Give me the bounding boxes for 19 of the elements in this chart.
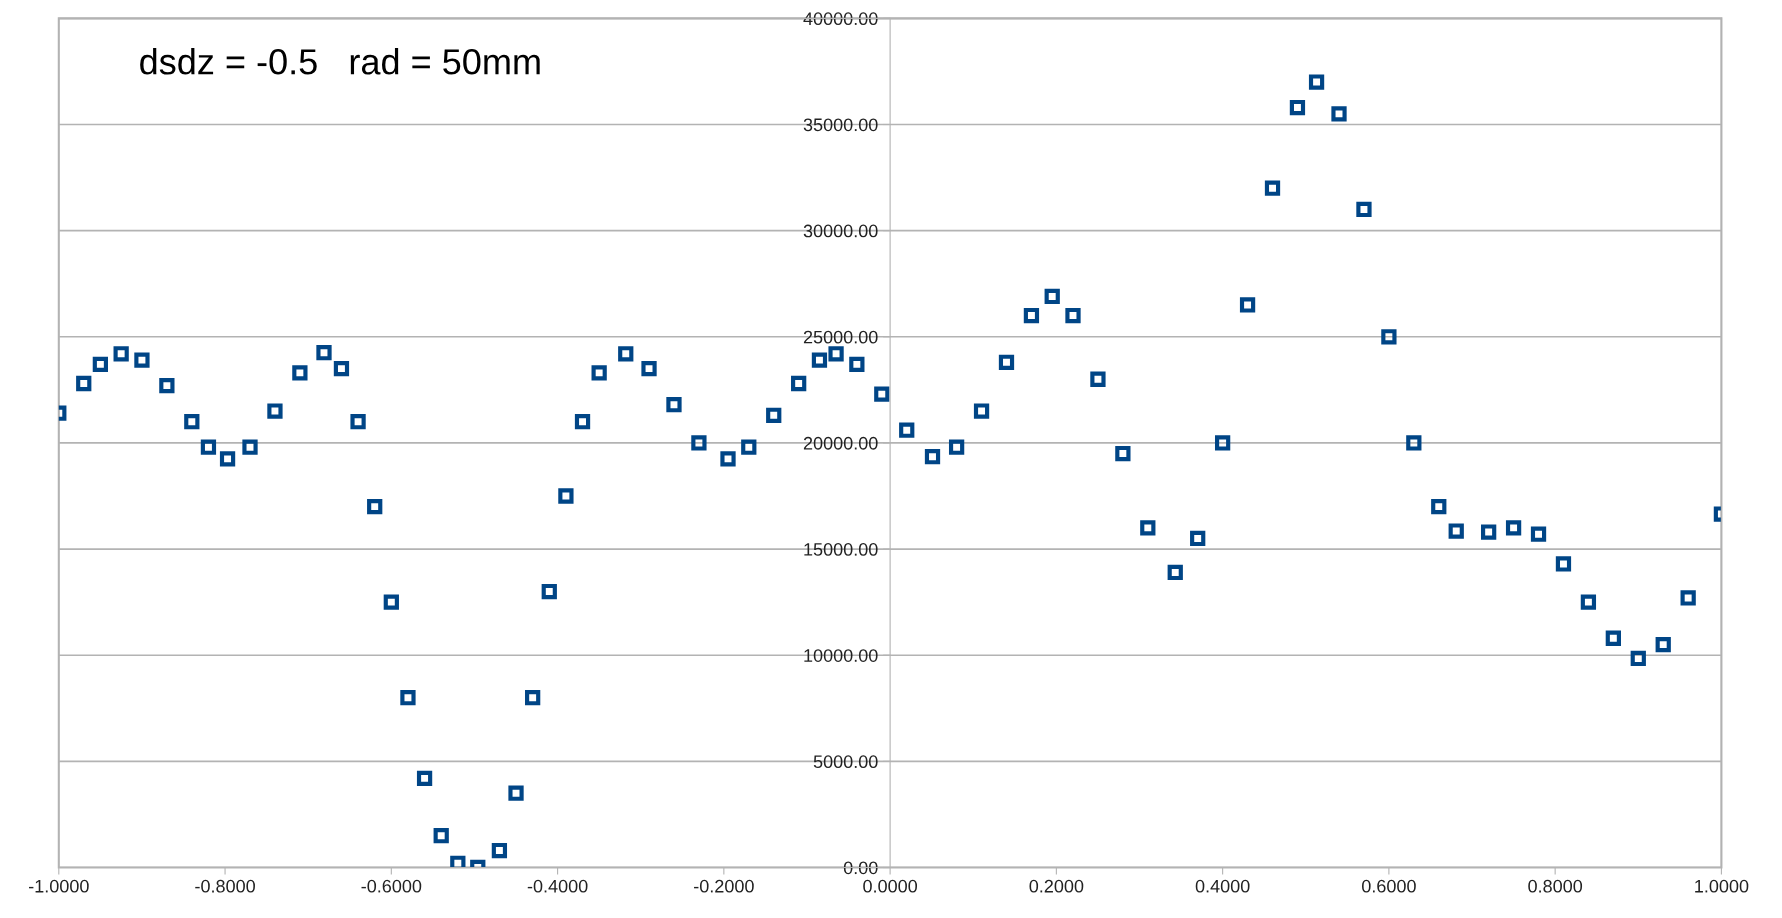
y-tick-label: 25000.00: [803, 330, 878, 344]
x-tick-label: 0.6000: [1361, 879, 1416, 893]
x-tick-label: -0.2000: [694, 879, 754, 893]
x-tick-label: -1.0000: [28, 879, 89, 893]
x-tick-label: 0.8000: [1528, 879, 1583, 893]
x-tick-label: 1.0000: [1695, 879, 1749, 893]
y-tick-label: 30000.00: [803, 224, 878, 238]
y-tick-label: 35000.00: [803, 118, 878, 132]
y-tick-label: 10000.00: [804, 649, 878, 662]
x-tick-label: 0.2000: [1029, 879, 1084, 893]
x-tick-label: -0.8000: [195, 879, 255, 893]
x-tick-label: 0.4000: [1195, 879, 1250, 893]
y-tick-label: 15000.00: [804, 543, 878, 556]
x-tick-label: 0.0000: [863, 879, 918, 893]
y-tick-label: 20000.00: [803, 436, 878, 450]
x-tick-label: -0.6000: [361, 879, 422, 893]
annotation: dsdz = -0.5 rad = 50mm: [140, 48, 540, 75]
x-tick-label: -0.4000: [527, 879, 588, 893]
y-tick-label: 5000.00: [813, 755, 878, 769]
